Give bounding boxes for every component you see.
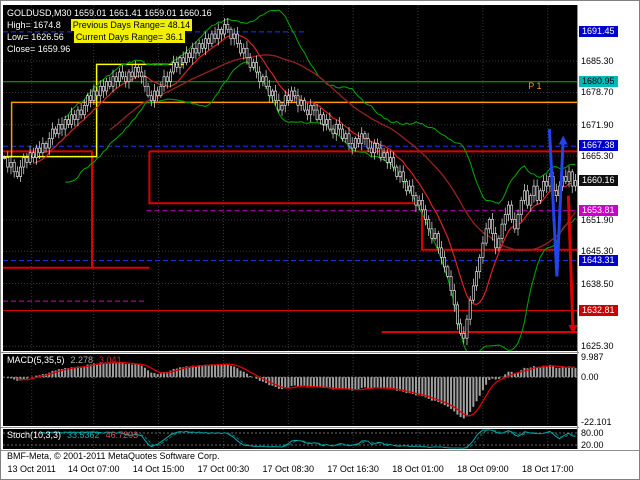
range-line-yellow	[3, 63, 184, 158]
main-chart-plot: P 1	[3, 5, 577, 351]
price-scale[interactable]: 1685.30 1678.70 1671.90 1665.30 1651.90 1645.…	[579, 5, 639, 450]
time-label: 13 Oct 2011	[7, 464, 56, 474]
macd-scale-tick: -22.101	[581, 417, 612, 428]
pivot-step-line	[3, 150, 93, 268]
time-axis[interactable]: 13 Oct 2011 14 Oct 07:00 14 Oct 15:00 17 Oc…	[3, 464, 577, 477]
trend-arrow-down-head	[568, 325, 577, 335]
price-tag: 1660.16	[579, 174, 618, 186]
ma-fast	[33, 33, 576, 306]
price-tick: 1665.30	[581, 151, 614, 162]
time-label: 17 Oct 00:30	[197, 464, 250, 474]
price-tag: 1643.31	[579, 254, 618, 266]
panel-separator[interactable]	[1, 352, 639, 353]
stoch-panel[interactable]: Stoch(10,3,3) 33.5362 46.7203	[3, 429, 577, 449]
macd-scale-tick: 0.00	[581, 372, 599, 383]
trend-arrow-up	[547, 128, 565, 277]
stoch-main-line	[39, 429, 576, 449]
price-tag: 1680.95	[579, 75, 618, 87]
price-tick: 1651.90	[581, 214, 614, 225]
stoch-scale-tick: 20.00	[581, 440, 604, 450]
time-label: 14 Oct 07:00	[67, 464, 120, 474]
main-chart-panel[interactable]: GOLDUSD,M30 1659.01 1661.41 1659.01 1660…	[3, 5, 577, 351]
price-tag: 1667.38	[579, 140, 618, 152]
price-tag: 1691.45	[579, 25, 618, 37]
candles-layer	[3, 17, 577, 346]
trend-arrow-down	[566, 195, 575, 332]
pivot-line-orange	[10, 101, 577, 158]
price-tick: 1685.30	[581, 56, 614, 67]
price-tick: 1678.70	[581, 87, 614, 98]
panel-separator[interactable]	[1, 427, 639, 428]
price-tag: 1632.81	[579, 304, 618, 316]
axis-divider	[577, 5, 578, 449]
macd-plot	[3, 354, 577, 426]
macd-panel[interactable]: MACD(5,35,5) 2.278 3.041	[3, 354, 577, 426]
time-label: 18 Oct 09:00	[457, 464, 509, 474]
time-label: 18 Oct 17:00	[521, 464, 574, 474]
bollinger-lower	[65, 61, 576, 351]
price-tick: 1625.30	[581, 341, 614, 352]
macd-scale-tick: 9.987	[581, 351, 604, 362]
stoch-canvas[interactable]	[3, 429, 577, 449]
price-tick: 1638.50	[581, 278, 614, 289]
stoch-plot	[3, 429, 577, 449]
time-label: 14 Oct 15:00	[132, 464, 185, 474]
panel-separator	[1, 450, 639, 451]
main-chart-canvas[interactable]: P 1	[3, 5, 577, 351]
copyright-text: BMF-Meta, © 2001-2011 MetaQuotes Softwar…	[7, 451, 220, 461]
time-label: 18 Oct 01:00	[392, 464, 444, 474]
macd-canvas[interactable]	[3, 354, 577, 426]
price-tick: 1671.90	[581, 119, 614, 130]
trend-arrow-up-head	[558, 135, 568, 145]
macd-signal-line	[17, 361, 576, 417]
time-label: 17 Oct 16:30	[327, 464, 379, 474]
pivot-step-line	[148, 151, 577, 251]
price-tag: 1653.81	[579, 204, 618, 216]
stoch-scale-tick: 80.00	[581, 428, 604, 438]
pivot-annotation: P 1	[528, 81, 541, 91]
time-label: 17 Oct 08:30	[262, 464, 315, 474]
price-tick: 1645.30	[581, 246, 614, 257]
